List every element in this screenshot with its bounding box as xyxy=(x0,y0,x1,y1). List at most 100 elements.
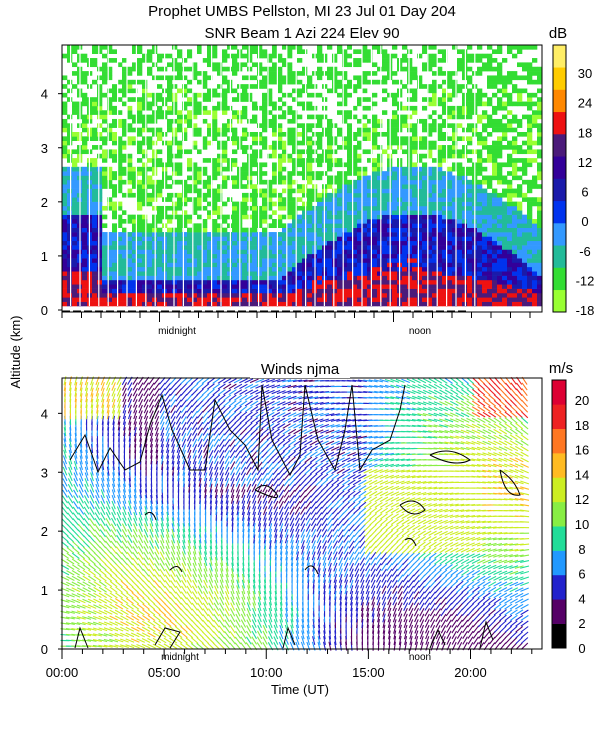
snr-cell xyxy=(517,166,523,172)
snr-cell xyxy=(497,214,503,220)
wind-barb xyxy=(109,586,118,593)
snr-cell xyxy=(212,45,218,50)
snr-cell xyxy=(92,49,98,54)
snr-cell xyxy=(217,249,223,255)
snr-cell xyxy=(367,240,373,246)
snr-cell xyxy=(302,297,308,302)
snr-cell xyxy=(372,123,378,128)
snr-cell xyxy=(227,279,233,285)
wind-barb xyxy=(104,580,113,588)
snr-cell xyxy=(222,279,228,285)
snr-cell xyxy=(257,162,263,168)
snr-cell xyxy=(277,123,283,128)
snr-cell xyxy=(467,149,473,155)
snr-cell xyxy=(132,140,138,146)
snr-cell xyxy=(467,227,473,233)
snr-cell xyxy=(442,132,448,137)
wind-barb xyxy=(76,622,86,626)
snr-cell xyxy=(377,232,383,237)
snr-cell xyxy=(67,171,73,176)
snr-cell xyxy=(197,49,203,54)
snr-cell xyxy=(467,136,473,141)
snr-cell xyxy=(422,84,428,89)
snr-cell xyxy=(382,227,388,233)
snr-cell xyxy=(477,149,483,155)
snr-cell xyxy=(232,162,238,168)
snr-cell xyxy=(527,197,533,202)
snr-cell xyxy=(357,262,363,268)
snr-cell xyxy=(292,275,298,281)
snr-cell xyxy=(242,171,248,176)
wind-barb xyxy=(66,546,75,554)
snr-cell xyxy=(462,219,468,224)
snr-cell xyxy=(282,101,288,107)
snr-cell xyxy=(267,301,273,307)
wind-barb xyxy=(115,586,123,593)
snr-colorbar-swatch xyxy=(553,245,566,268)
snr-cell xyxy=(172,236,178,242)
wind-barb xyxy=(105,512,111,521)
snr-cell xyxy=(372,227,378,233)
snr-cell xyxy=(197,288,203,294)
snr-gap-stripe xyxy=(126,45,128,306)
snr-cell xyxy=(262,105,268,111)
snr-cell xyxy=(317,223,323,228)
snr-cell xyxy=(182,292,188,298)
snr-cell xyxy=(177,258,183,263)
snr-cell xyxy=(507,101,513,107)
snr-cell xyxy=(487,132,493,137)
snr-cell xyxy=(67,97,73,102)
snr-cell xyxy=(197,232,203,237)
snr-cell xyxy=(252,214,258,220)
snr-cell xyxy=(232,149,238,155)
snr-cell xyxy=(332,245,338,250)
snr-cell xyxy=(422,266,428,272)
snr-cell xyxy=(97,88,103,94)
snr-cell xyxy=(297,262,303,268)
snr-cell xyxy=(182,253,188,259)
snr-cell xyxy=(177,110,183,115)
snr-cell xyxy=(432,53,438,59)
snr-cell xyxy=(362,249,368,255)
snr-cell xyxy=(367,158,373,163)
snr-cell xyxy=(332,136,338,141)
snr-cell xyxy=(507,184,513,189)
snr-cell xyxy=(182,214,188,220)
snr-cell xyxy=(462,284,468,289)
snr-cell xyxy=(262,301,268,307)
snr-cell xyxy=(177,223,183,228)
snr-cell xyxy=(112,184,118,189)
wind-barb xyxy=(112,421,115,431)
snr-cell xyxy=(172,262,178,268)
snr-cell xyxy=(217,84,223,89)
snr-cell xyxy=(197,271,203,276)
snr-cell xyxy=(437,279,443,285)
snr-cell xyxy=(372,192,378,198)
snr-cell xyxy=(242,262,248,268)
snr-cell xyxy=(132,253,138,259)
snr-cell xyxy=(502,105,508,111)
snr-cell xyxy=(117,279,123,285)
snr-cell xyxy=(377,249,383,255)
snr-cell xyxy=(327,227,333,233)
snr-cell xyxy=(457,188,463,194)
snr-cell xyxy=(232,179,238,185)
snr-cell xyxy=(102,45,108,50)
snr-cell xyxy=(532,45,538,50)
snr-cell xyxy=(522,245,528,250)
snr-cell xyxy=(187,284,193,289)
snr-cell xyxy=(302,162,308,168)
snr-cell xyxy=(197,258,203,263)
snr-cell xyxy=(437,219,443,224)
snr-cell xyxy=(537,214,543,220)
snr-cell xyxy=(497,71,503,76)
wind-barb xyxy=(65,628,75,631)
snr-cell xyxy=(432,140,438,146)
snr-cell xyxy=(127,219,133,224)
snr-cell xyxy=(282,297,288,302)
snr-cell xyxy=(157,275,163,281)
snr-cell xyxy=(457,266,463,272)
snr-cell xyxy=(107,240,113,246)
snr-cell xyxy=(217,258,223,263)
snr-cell xyxy=(97,184,103,189)
